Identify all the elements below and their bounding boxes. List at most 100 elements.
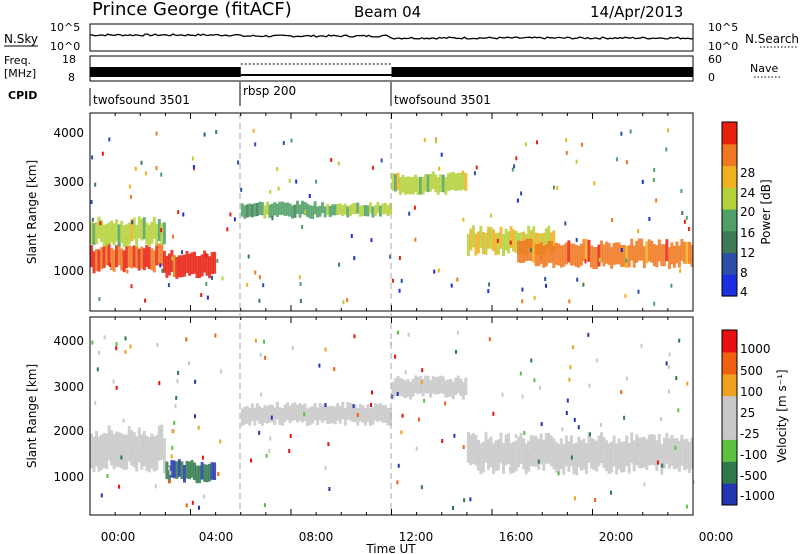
velocity-speckle — [456, 330, 459, 335]
velocity-cell — [492, 443, 495, 474]
power-cell — [394, 173, 397, 192]
xtick-0800: 08:00 — [299, 530, 334, 544]
power-cell — [499, 226, 503, 249]
velocity-cbar-tick-25: 25 — [740, 406, 755, 420]
power-colorbar-segment — [722, 274, 737, 297]
velocity-cell — [198, 465, 201, 484]
velocity-cell — [265, 406, 269, 424]
velocity-speckle — [594, 498, 597, 502]
velocity-cell — [185, 460, 189, 479]
power-speckle — [181, 250, 183, 255]
velocity-cell — [177, 459, 181, 477]
noise-right-tick-bottom: 10^0 — [708, 40, 738, 53]
power-cell — [559, 245, 563, 268]
velocity-cell — [248, 408, 252, 426]
velocity-speckle — [523, 430, 526, 435]
power-speckle — [489, 213, 492, 218]
velocity-speckle — [497, 442, 500, 447]
power-speckle — [568, 299, 571, 304]
velocity-cell — [291, 403, 294, 421]
velocity-cell — [268, 404, 272, 423]
velocity-cell — [313, 402, 317, 421]
power-speckle — [487, 289, 490, 294]
power-cell — [145, 222, 149, 245]
power-speckle — [414, 237, 417, 242]
velocity-speckle — [188, 361, 190, 366]
velocity-speckle — [420, 384, 423, 389]
power-speckle — [301, 225, 304, 229]
velocity-cell — [125, 434, 129, 470]
power-cell — [424, 174, 428, 192]
power-cell — [474, 233, 478, 256]
velocity-cell — [519, 433, 523, 464]
power-speckle — [101, 151, 104, 156]
velocity-cell — [650, 434, 654, 465]
velocity-speckle — [91, 340, 94, 345]
velocity-cell — [672, 438, 676, 470]
velocity-cell — [399, 378, 402, 396]
velocity-cell — [481, 441, 485, 473]
velocity-cell — [534, 436, 538, 467]
power-cell — [487, 226, 490, 249]
power-speckle — [423, 137, 426, 142]
power-cell — [554, 242, 558, 265]
power-cell — [130, 219, 134, 242]
power-speckle — [254, 270, 257, 275]
velocity-cell — [366, 404, 370, 422]
power-cell — [250, 204, 254, 218]
velocity-cell — [368, 408, 372, 426]
velocity-cell — [283, 404, 287, 423]
power-cell — [650, 240, 654, 263]
velocity-cell — [421, 378, 425, 397]
power-cell — [155, 243, 159, 266]
power-speckle — [520, 191, 523, 196]
velocity-speckle — [115, 346, 118, 351]
velocity-speckle — [568, 377, 571, 382]
velocity-colorbar-segment — [722, 483, 737, 506]
power-cell — [213, 251, 217, 274]
velocity-speckle — [268, 449, 271, 453]
power-cell — [97, 216, 101, 239]
velocity-cell — [145, 435, 149, 471]
power-cell — [617, 242, 621, 265]
velocity-cell — [275, 401, 279, 420]
power-speckle — [276, 167, 279, 172]
velocity-cell — [683, 439, 686, 471]
power-cell — [507, 231, 511, 254]
power-speckle — [629, 129, 632, 134]
power-speckle — [496, 238, 499, 243]
power-cell — [542, 245, 546, 268]
velocity-cell — [665, 432, 669, 464]
velocity-speckle — [509, 467, 512, 471]
power-speckle — [288, 178, 291, 183]
power-cell — [258, 201, 262, 215]
power-cell — [100, 247, 103, 270]
power-cbar-tick-28: 28 — [740, 166, 755, 180]
power-cbar-tick-4: 4 — [740, 285, 748, 299]
power-speckle — [380, 158, 383, 163]
velocity-speckle — [610, 490, 612, 495]
velocity-speckle — [396, 392, 399, 397]
power-cell — [183, 254, 186, 277]
velocity-cell — [326, 406, 330, 424]
power-cell — [162, 222, 166, 245]
freq-bars — [90, 63, 693, 77]
velocity-speckle — [203, 494, 206, 499]
velocity-cell — [579, 439, 583, 471]
cpid-label: CPID — [8, 89, 37, 102]
velocity-cell — [645, 439, 649, 470]
velocity-cell — [630, 432, 634, 464]
power-cell — [333, 204, 337, 216]
velocity-cell — [270, 404, 274, 423]
power-cell — [341, 205, 345, 217]
power-cell — [165, 255, 169, 278]
power-speckle — [461, 170, 464, 175]
xtick-0400: 04:00 — [199, 530, 234, 544]
power-speckle — [524, 142, 527, 147]
power-cell — [564, 242, 568, 265]
power-cell — [592, 247, 596, 270]
velocity-cell — [446, 379, 450, 397]
power-cell — [346, 206, 350, 218]
velocity-cell — [152, 436, 156, 472]
velocity-cell — [328, 406, 332, 424]
